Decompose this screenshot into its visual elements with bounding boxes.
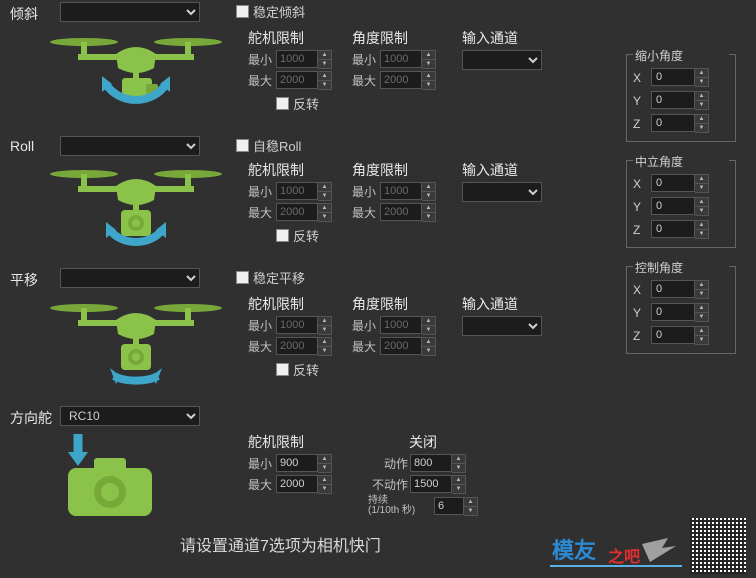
pan-servo-min[interactable] [276,316,318,334]
spin-buttons[interactable]: ▲▼ [695,174,709,193]
control-angle-group: 控制角度 X▲▼ Y▲▼ Z▲▼ [626,266,736,354]
spin-buttons[interactable]: ▲▼ [422,182,436,201]
tilt-label: 倾斜 [10,2,60,24]
camera-icon [56,428,256,524]
spin-buttons[interactable]: ▲▼ [318,454,332,473]
tilt-drone-icon [36,24,236,120]
shutter-close-title: 关闭 [368,432,478,452]
roll-label: Roll [10,136,60,154]
roll-servo-title: 舵机限制 [248,160,332,180]
pan-label: 平移 [10,268,60,290]
pan-input-title: 输入通道 [462,294,542,314]
checkbox-icon [236,139,249,152]
roll-combo[interactable] [60,136,200,156]
site-logo: 模友 之吧 [550,532,682,570]
neutral-x[interactable] [651,174,695,192]
spin-buttons[interactable]: ▲▼ [318,182,332,201]
neutral-y[interactable] [651,197,695,215]
checkbox-icon [276,97,289,110]
shutter-action[interactable] [410,454,452,472]
roll-servo-min[interactable] [276,182,318,200]
spin-buttons[interactable]: ▲▼ [422,337,436,356]
spin-buttons[interactable]: ▲▼ [422,50,436,69]
shutter-servo-title: 舵机限制 [248,432,332,452]
tilt-angle-max[interactable] [380,71,422,89]
checkbox-icon [236,271,249,284]
spin-buttons[interactable]: ▲▼ [318,316,332,335]
pan-drone-icon [36,290,236,386]
pan-servo-title: 舵机限制 [248,294,332,314]
spin-buttons[interactable]: ▲▼ [452,475,466,494]
spin-buttons[interactable]: ▲▼ [695,280,709,299]
tilt-combo[interactable] [60,2,200,22]
shutter-duration[interactable] [434,497,464,515]
roll-angle-max[interactable] [380,203,422,221]
footer-hint: 请设置通道7选项为相机快门 [180,532,381,556]
roll-reverse-check[interactable]: 反转 [276,226,332,245]
tilt-servo-title: 舵机限制 [248,28,332,48]
shutter-servo-max[interactable] [276,475,318,493]
spin-buttons[interactable]: ▲▼ [695,91,709,110]
tilt-angle-title: 角度限制 [352,28,436,48]
roll-angle-min[interactable] [380,182,422,200]
control-y[interactable] [651,303,695,321]
qr-code [690,518,746,574]
spin-buttons[interactable]: ▲▼ [695,220,709,239]
pan-input-combo[interactable] [462,316,542,336]
svg-text:之吧: 之吧 [608,547,640,566]
svg-text:模友: 模友 [552,538,596,563]
spin-buttons[interactable]: ▲▼ [422,316,436,335]
spin-buttons[interactable]: ▲▼ [695,114,709,133]
spin-buttons[interactable]: ▲▼ [452,454,466,473]
tilt-input-combo[interactable] [462,50,542,70]
spin-buttons[interactable]: ▲▼ [695,326,709,345]
reduce-angle-group: 缩小角度 X▲▼ Y▲▼ Z▲▼ [626,54,736,142]
shutter-combo[interactable]: RC10 [60,406,200,426]
roll-angle-title: 角度限制 [352,160,436,180]
spin-buttons[interactable]: ▲▼ [464,497,478,516]
pan-angle-min[interactable] [380,316,422,334]
roll-input-combo[interactable] [462,182,542,202]
pan-servo-max[interactable] [276,337,318,355]
control-x[interactable] [651,280,695,298]
tilt-servo-min[interactable] [276,50,318,68]
spin-buttons[interactable]: ▲▼ [695,68,709,87]
spin-buttons[interactable]: ▲▼ [422,203,436,222]
roll-stab-check[interactable]: 自稳Roll [236,136,301,155]
checkbox-icon [276,363,289,376]
tilt-angle-min[interactable] [380,50,422,68]
shutter-label: 方向舵 [10,406,60,428]
pan-angle-max[interactable] [380,337,422,355]
neutral-z[interactable] [651,220,695,238]
spin-buttons[interactable]: ▲▼ [695,197,709,216]
reduce-z[interactable] [651,114,695,132]
tilt-reverse-check[interactable]: 反转 [276,94,332,113]
spin-buttons[interactable]: ▲▼ [318,71,332,90]
spin-buttons[interactable]: ▲▼ [318,203,332,222]
roll-drone-icon [36,156,236,252]
tilt-stab-check[interactable]: 稳定倾斜 [236,2,305,21]
reduce-x[interactable] [651,68,695,86]
spin-buttons[interactable]: ▲▼ [318,337,332,356]
control-z[interactable] [651,326,695,344]
roll-input-title: 输入通道 [462,160,542,180]
pan-angle-title: 角度限制 [352,294,436,314]
pan-stab-check[interactable]: 稳定平移 [236,268,305,287]
pan-reverse-check[interactable]: 反转 [276,360,332,379]
spin-buttons[interactable]: ▲▼ [695,303,709,322]
tilt-input-title: 输入通道 [462,28,542,48]
pan-combo[interactable] [60,268,200,288]
roll-servo-max[interactable] [276,203,318,221]
checkbox-icon [276,229,289,242]
shutter-noaction[interactable] [410,475,452,493]
reduce-y[interactable] [651,91,695,109]
spin-buttons[interactable]: ▲▼ [318,475,332,494]
shutter-servo-min[interactable] [276,454,318,472]
spin-buttons[interactable]: ▲▼ [422,71,436,90]
spin-buttons[interactable]: ▲▼ [318,50,332,69]
checkbox-icon [236,5,249,18]
neutral-angle-group: 中立角度 X▲▼ Y▲▼ Z▲▼ [626,160,736,248]
tilt-servo-max[interactable] [276,71,318,89]
